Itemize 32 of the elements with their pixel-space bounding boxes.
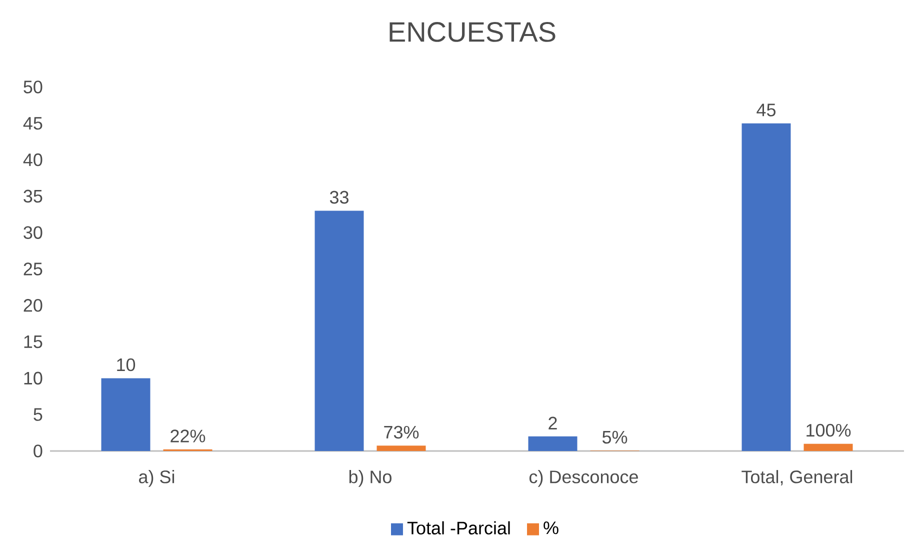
data-label: 10 [117,358,136,371]
legend-label: % [544,521,558,534]
bar [376,446,426,451]
chart-title: ENCUESTAS [390,22,556,42]
y-tick-label: 45 [23,116,42,130]
y-tick-label: 35 [24,190,42,202]
y-tick-label: 15 [24,335,42,348]
y-tick-label: 25 [24,262,42,276]
x-tick-label: Total, General [742,470,852,486]
bar [742,123,791,451]
data-label: 2 [548,416,557,430]
bar [804,444,853,451]
y-tick-label: 30 [24,226,42,239]
y-tick-label: 5 [34,408,42,421]
y-tick-label: 50 [24,80,42,94]
bar [314,210,364,451]
data-label: 45 [756,104,776,116]
x-tick-label: c) Desconoce [529,470,638,487]
data-label: 22% [170,429,206,442]
bar [101,378,150,451]
x-tick-label: a) Si [139,470,174,487]
x-tick-label: b) No [349,470,392,487]
y-tick-label: 20 [24,298,42,312]
data-label: 73% [384,426,419,438]
data-label: 5% [602,430,628,444]
bar [528,436,578,451]
legend-label: Total -Parcial [407,521,510,534]
y-tick-label: 10 [24,372,42,384]
data-label: 100% [806,424,851,436]
data-label: 33 [330,190,348,204]
y-tick-label: 40 [23,153,42,166]
y-tick-label: 0 [34,444,42,458]
